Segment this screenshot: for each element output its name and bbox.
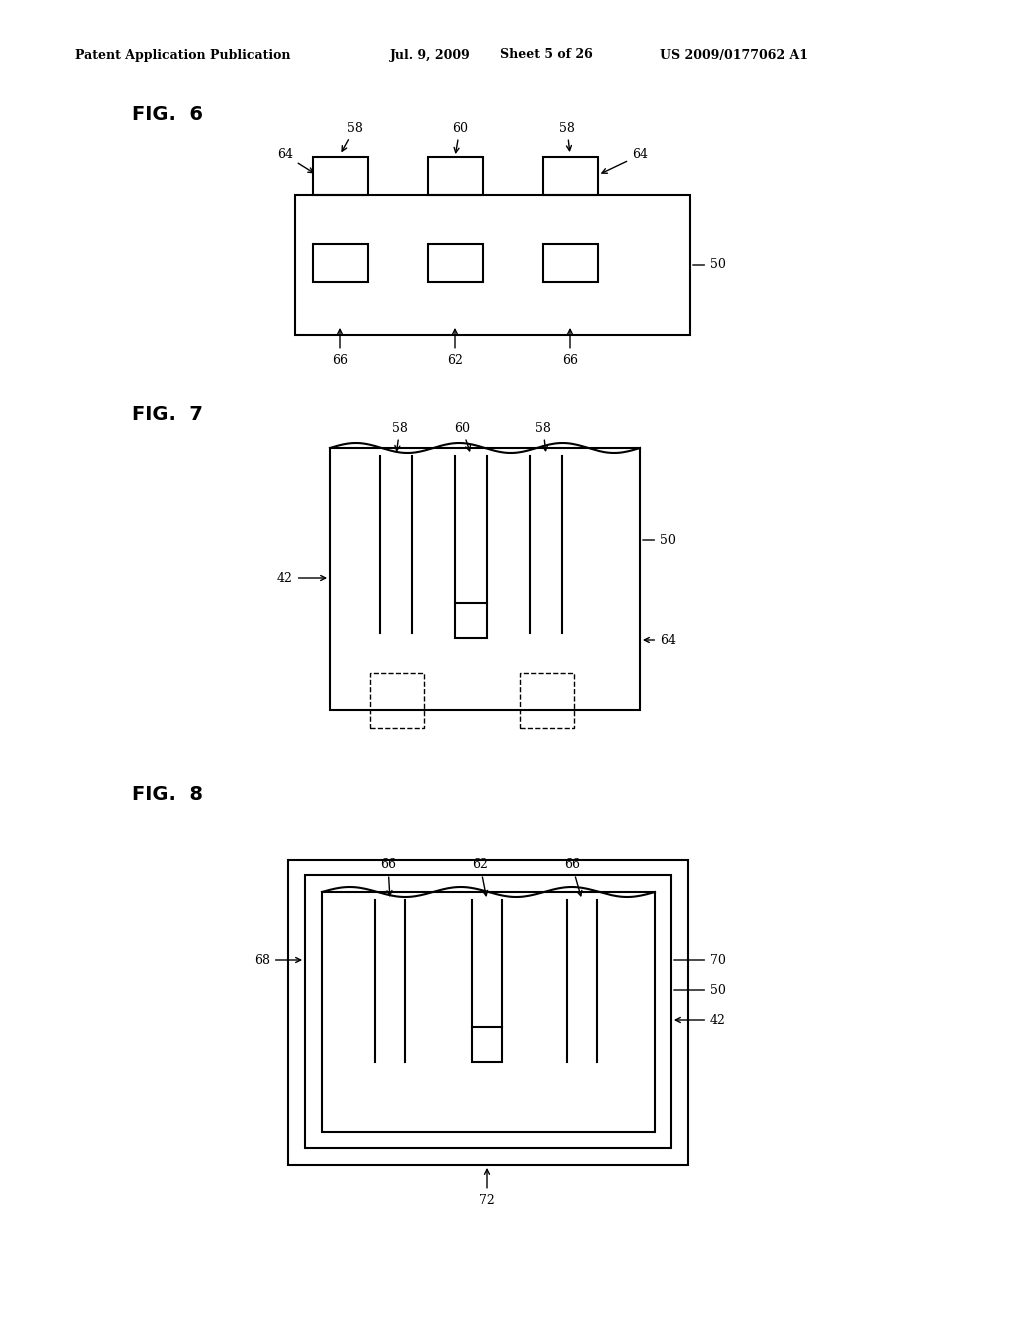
Text: 66: 66: [562, 329, 578, 367]
Bar: [313, 157, 368, 195]
Bar: [305, 875, 671, 1148]
Bar: [428, 157, 483, 195]
Bar: [322, 892, 655, 1133]
Text: FIG.  7: FIG. 7: [132, 405, 203, 425]
Text: FIG.  8: FIG. 8: [132, 785, 203, 804]
Bar: [288, 861, 688, 1166]
Text: 58: 58: [392, 421, 408, 450]
Text: FIG.  6: FIG. 6: [132, 106, 203, 124]
Text: 68: 68: [254, 953, 301, 966]
Text: 66: 66: [380, 858, 396, 896]
Text: 70: 70: [674, 953, 726, 966]
Text: 50: 50: [674, 983, 726, 997]
Text: 42: 42: [676, 1014, 726, 1027]
Bar: [330, 447, 640, 710]
Text: US 2009/0177062 A1: US 2009/0177062 A1: [660, 49, 808, 62]
Bar: [543, 244, 598, 282]
Bar: [543, 157, 598, 195]
Text: 64: 64: [602, 149, 648, 173]
Bar: [428, 244, 483, 282]
Text: 62: 62: [472, 858, 488, 896]
Text: 64: 64: [278, 149, 313, 173]
Text: 50: 50: [693, 259, 726, 272]
Bar: [313, 244, 368, 282]
Text: Patent Application Publication: Patent Application Publication: [75, 49, 291, 62]
Text: 58: 58: [536, 421, 551, 450]
Text: 42: 42: [278, 572, 326, 585]
Text: 62: 62: [447, 329, 463, 367]
Bar: [520, 673, 574, 729]
Text: 60: 60: [454, 421, 470, 451]
Text: Jul. 9, 2009: Jul. 9, 2009: [390, 49, 471, 62]
Text: Sheet 5 of 26: Sheet 5 of 26: [500, 49, 593, 62]
Text: 60: 60: [452, 121, 468, 153]
Text: 58: 58: [342, 121, 362, 152]
Text: 66: 66: [564, 858, 582, 896]
Text: 66: 66: [332, 329, 348, 367]
Text: 58: 58: [559, 121, 574, 150]
Bar: [370, 673, 424, 729]
Text: 72: 72: [479, 1170, 495, 1206]
Bar: [455, 603, 487, 638]
Text: 64: 64: [644, 634, 676, 647]
Bar: [472, 1027, 502, 1063]
Text: 50: 50: [643, 533, 676, 546]
Bar: [295, 195, 690, 335]
